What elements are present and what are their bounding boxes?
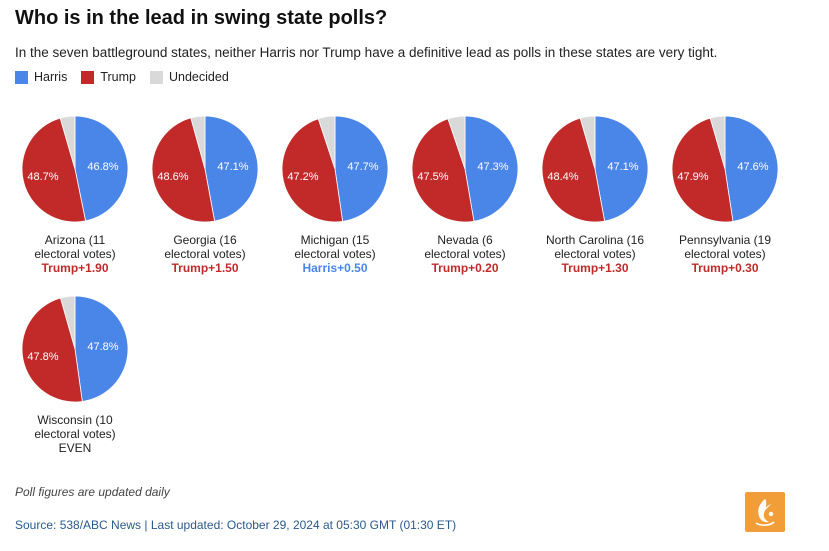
legend-label-harris: Harris xyxy=(34,70,68,84)
legend-item-undecided[interactable]: Undecided xyxy=(150,70,229,84)
pie-slice-trump xyxy=(281,118,344,223)
pie-slice-undecided xyxy=(317,115,336,170)
chart-title: Who is in the lead in swing state polls? xyxy=(15,7,388,29)
footer-source: Source: 538/ABC News | Last updated: Oct… xyxy=(15,518,456,532)
data-label-harris: 47.1% xyxy=(607,161,638,173)
pie-slice-undecided xyxy=(579,115,596,170)
logo-glyph-icon xyxy=(755,499,775,526)
lead-label: EVEN xyxy=(59,441,92,455)
data-label-harris: 47.6% xyxy=(737,161,768,173)
lead-label: Trump+1.90 xyxy=(41,261,108,275)
lead-label: Harris+0.50 xyxy=(302,261,367,275)
pie-slice-harris xyxy=(74,115,129,222)
data-label-harris: 46.8% xyxy=(87,161,118,173)
data-label-trump: 47.2% xyxy=(287,171,318,183)
footer-note: Poll figures are updated daily xyxy=(15,485,170,499)
pie-slice-trump xyxy=(151,117,216,223)
state-name-line1: Arizona (11 xyxy=(45,233,106,247)
legend-label-undecided: Undecided xyxy=(169,70,229,84)
source-text: Source: 538/ABC News | Last updated: Oct… xyxy=(15,518,457,532)
data-label-harris: 47.8% xyxy=(87,341,118,353)
pie-slice-undecided xyxy=(190,115,206,170)
data-label-trump: 47.8% xyxy=(27,351,58,363)
pie-slice-undecided xyxy=(709,115,726,170)
legend-swatch-undecided xyxy=(150,70,163,84)
state-name-line2: electoral votes) xyxy=(164,247,245,261)
legend-item-harris[interactable]: Harris xyxy=(15,70,67,84)
state-name-line1: Wisconsin (10 xyxy=(37,413,113,427)
pie-slice-trump xyxy=(541,117,606,223)
state-name-line2: electoral votes) xyxy=(34,247,115,261)
pie-slice-harris xyxy=(594,115,649,222)
legend-swatch-trump xyxy=(81,70,95,84)
state-name-line2: electoral votes) xyxy=(554,247,635,261)
state-name-line1: Pennsylvania (19 xyxy=(679,233,771,247)
data-label-trump: 48.4% xyxy=(547,171,578,183)
state-name-line1: North Carolina (16 xyxy=(546,233,644,247)
state-name-line1: Nevada (6 xyxy=(437,233,493,247)
state-name-line1: Michigan (15 xyxy=(301,233,370,247)
pie-slice-harris xyxy=(74,295,129,402)
pie-slice-undecided xyxy=(59,115,76,170)
data-label-harris: 47.3% xyxy=(477,161,508,173)
lead-label: Trump+0.20 xyxy=(431,261,498,275)
pie-slice-undecided xyxy=(447,115,466,170)
pie-slice-harris xyxy=(204,115,259,222)
al-jazeera-logo-icon xyxy=(745,492,785,532)
legend-swatch-harris xyxy=(15,70,28,84)
lead-label: Trump+1.30 xyxy=(561,261,628,275)
data-label-trump: 47.9% xyxy=(677,171,708,183)
pie-slice-trump xyxy=(21,117,87,223)
pie-slice-harris xyxy=(724,115,779,222)
state-name-line1: Georgia (16 xyxy=(173,233,237,247)
data-label-trump: 48.7% xyxy=(27,171,58,183)
pie-slice-trump xyxy=(411,118,475,223)
pie-slice-undecided xyxy=(60,295,76,350)
legend: Harris Trump Undecided xyxy=(15,70,243,84)
state-name-line2: electoral votes) xyxy=(294,247,375,261)
legend-item-trump[interactable]: Trump xyxy=(81,70,136,84)
pie-slice-trump xyxy=(21,297,83,403)
state-name-line2: electoral votes) xyxy=(424,247,505,261)
legend-label-trump: Trump xyxy=(100,70,136,84)
lead-label: Trump+0.30 xyxy=(691,261,758,275)
data-label-trump: 47.5% xyxy=(417,171,448,183)
chart-subtitle: In the seven battleground states, neithe… xyxy=(15,45,718,60)
data-label-trump: 48.6% xyxy=(157,171,188,183)
lead-label: Trump+1.50 xyxy=(171,261,238,275)
data-label-harris: 47.7% xyxy=(347,161,378,173)
pie-slice-harris xyxy=(334,115,389,222)
pie-slice-harris xyxy=(464,115,519,222)
state-name-line2: electoral votes) xyxy=(684,247,765,261)
state-name-line2: electoral votes) xyxy=(34,427,115,441)
data-label-harris: 47.1% xyxy=(217,161,248,173)
